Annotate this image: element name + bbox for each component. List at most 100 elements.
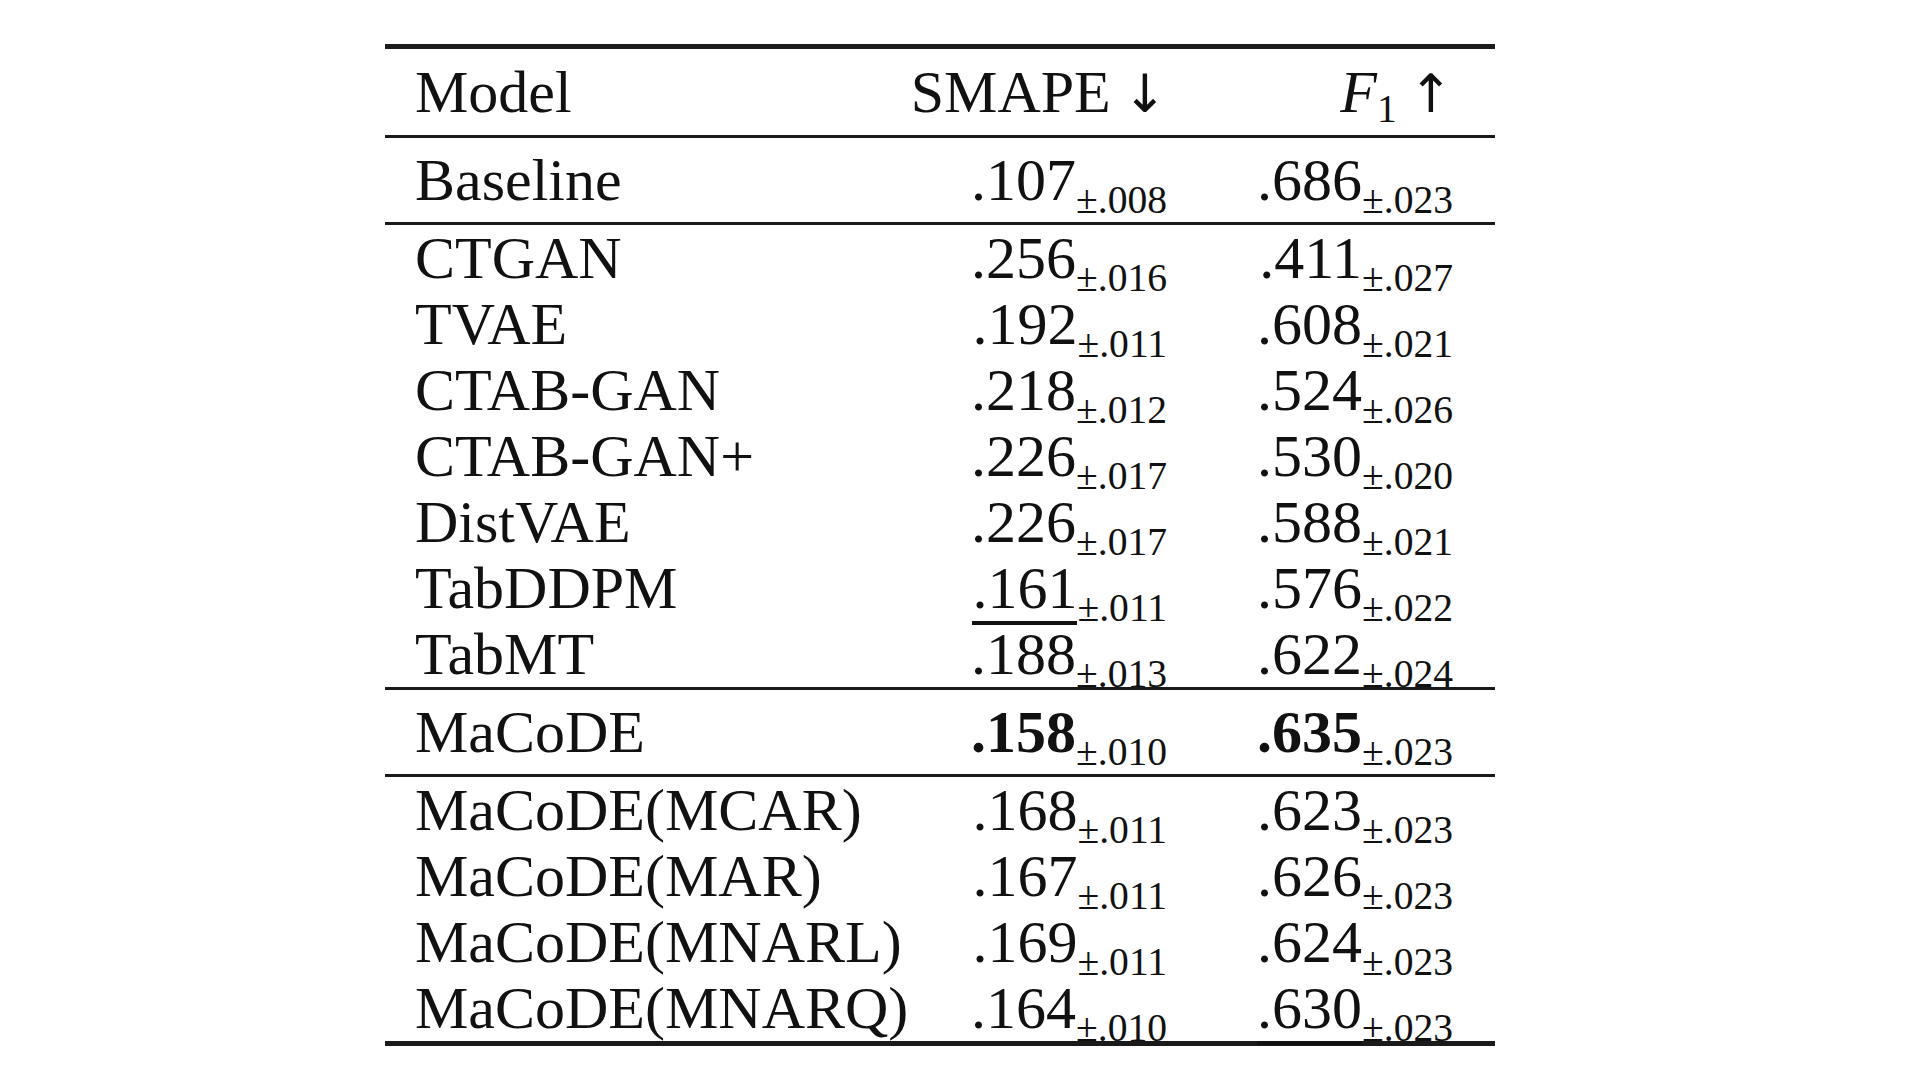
table-row: Baseline .107±.008 .686±.023 (385, 138, 1495, 222)
metric-main-value: .630 (1257, 978, 1362, 1045)
smape-value: .226±.017 (895, 492, 1167, 552)
metric-main-value: .524 (1257, 357, 1362, 423)
f1-value: .635±.023 (1167, 702, 1495, 762)
f1-value: .630±.023 (1167, 978, 1495, 1038)
metric-main-value: .192 (972, 291, 1077, 357)
metric-error-subscript: ±.023 (1362, 1006, 1453, 1050)
metric-main-value: .167 (972, 843, 1077, 909)
model-name: CTGAN (385, 228, 895, 288)
smape-value: .218±.012 (895, 360, 1167, 420)
f1-value: .524±.026 (1167, 360, 1495, 420)
smape-value: .168±.011 (895, 780, 1167, 840)
metric-main-value: .588 (1257, 489, 1362, 555)
metric-error-subscript: ±.010 (1076, 730, 1167, 774)
smape-value: .256±.016 (895, 228, 1167, 288)
metric-main-value: .622 (1257, 621, 1362, 687)
metric-main-value: .411 (1259, 225, 1362, 291)
metric-main-value: .226 (971, 489, 1076, 555)
model-name: DistVAE (385, 492, 895, 552)
metric-main-value: .635 (1257, 699, 1362, 765)
table-row: DistVAE .226±.017 .588±.021 (385, 489, 1495, 555)
model-name: TabDDPM (385, 558, 895, 618)
smape-value: .107±.008 (895, 150, 1167, 210)
f1-value: .623±.023 (1167, 780, 1495, 840)
metric-error-subscript: ±.010 (1076, 1006, 1167, 1050)
table-row: TVAE .192±.011 .608±.021 (385, 291, 1495, 357)
metric-main-value: .623 (1257, 777, 1362, 843)
smape-value: .192±.011 (895, 294, 1167, 354)
metric-main-value: .168 (972, 777, 1077, 843)
table-header-row: Model SMAPE↓ F1↑ (385, 49, 1495, 135)
table-row: MaCoDE(MCAR) .168±.011 .623±.023 (385, 777, 1495, 843)
model-name: MaCoDE (385, 702, 895, 762)
model-name: MaCoDE(MNARL) (385, 912, 895, 972)
smape-value: .158±.010 (895, 702, 1167, 762)
f1-value: .608±.021 (1167, 294, 1495, 354)
model-name: MaCoDE(MCAR) (385, 780, 895, 840)
column-header-f1: F1↑ (1167, 62, 1495, 122)
smape-value: .167±.011 (895, 846, 1167, 906)
f1-value: .626±.023 (1167, 846, 1495, 906)
metric-main-value: .218 (971, 357, 1076, 423)
up-arrow-icon: ↑ (1409, 63, 1453, 124)
model-name: TVAE (385, 294, 895, 354)
table-row: CTAB-GAN+ .226±.017 .530±.020 (385, 423, 1495, 489)
smape-value: .188±.013 (895, 624, 1167, 684)
f1-value: .411±.027 (1167, 228, 1495, 288)
metric-main-value: .161 (972, 558, 1077, 625)
metric-main-value: .624 (1257, 909, 1362, 975)
metric-main-value: .530 (1257, 423, 1362, 489)
model-name: Baseline (385, 150, 895, 210)
column-header-smape: SMAPE↓ (895, 62, 1167, 122)
model-name: CTAB-GAN (385, 360, 895, 420)
f1-value: .622±.024 (1167, 624, 1495, 684)
smape-header-label: SMAPE (911, 59, 1111, 125)
model-name: MaCoDE(MAR) (385, 846, 895, 906)
column-header-model: Model (385, 62, 895, 122)
table-section-macode-variants: MaCoDE(MCAR) .168±.011 .623±.023 MaCoDE(… (385, 774, 1495, 1041)
metric-main-value: .226 (971, 423, 1076, 489)
metric-main-value: .626 (1257, 843, 1362, 909)
table-row: TabDDPM .161±.011 .576±.022 (385, 555, 1495, 621)
table-row: MaCoDE .158±.010 .635±.023 (385, 690, 1495, 774)
metric-main-value: .158 (971, 699, 1076, 765)
metric-error-subscript: ±.013 (1076, 652, 1167, 696)
metric-main-value: .169 (972, 909, 1077, 975)
smape-value: .226±.017 (895, 426, 1167, 486)
metric-error-subscript: ±.024 (1362, 652, 1453, 696)
metric-error-subscript: ±.023 (1362, 178, 1453, 222)
table-section-macode: MaCoDE .158±.010 .635±.023 (385, 687, 1495, 774)
model-name: TabMT (385, 624, 895, 684)
table-row: CTGAN .256±.016 .411±.027 (385, 225, 1495, 291)
smape-value: .164±.010 (895, 978, 1167, 1038)
table-row: CTAB-GAN .218±.012 .524±.026 (385, 357, 1495, 423)
table-row: TabMT .188±.013 .622±.024 (385, 621, 1495, 687)
table-section-baseline: Baseline .107±.008 .686±.023 (385, 135, 1495, 222)
metric-error-subscript: ±.023 (1362, 730, 1453, 774)
table-row: MaCoDE(MNARL) .169±.011 .624±.023 (385, 909, 1495, 975)
metric-main-value: .107 (971, 147, 1076, 213)
metric-main-value: .576 (1257, 555, 1362, 621)
down-arrow-icon: ↓ (1123, 63, 1167, 124)
metric-main-value: .686 (1257, 147, 1362, 213)
metric-main-value: .164 (971, 975, 1076, 1041)
model-name: CTAB-GAN+ (385, 426, 895, 486)
smape-value: .161±.011 (895, 558, 1167, 618)
metric-main-value: .256 (971, 225, 1076, 291)
f1-header-subscript: 1 (1377, 87, 1397, 131)
f1-value: .530±.020 (1167, 426, 1495, 486)
f1-value: .624±.023 (1167, 912, 1495, 972)
metric-error-subscript: ±.008 (1076, 178, 1167, 222)
results-table: Model SMAPE↓ F1↑ Baseline .107±.008 .686… (385, 44, 1495, 1046)
model-header-label: Model (415, 59, 572, 125)
f1-value: .686±.023 (1167, 150, 1495, 210)
model-name: MaCoDE(MNARQ) (385, 978, 895, 1038)
f1-header-letter: F (1340, 59, 1377, 125)
metric-main-value: .188 (971, 621, 1076, 687)
table-row: MaCoDE(MNARQ) .164±.010 .630±.023 (385, 975, 1495, 1041)
metric-main-value: .608 (1257, 291, 1362, 357)
table-row: MaCoDE(MAR) .167±.011 .626±.023 (385, 843, 1495, 909)
smape-value: .169±.011 (895, 912, 1167, 972)
f1-value: .588±.021 (1167, 492, 1495, 552)
f1-value: .576±.022 (1167, 558, 1495, 618)
